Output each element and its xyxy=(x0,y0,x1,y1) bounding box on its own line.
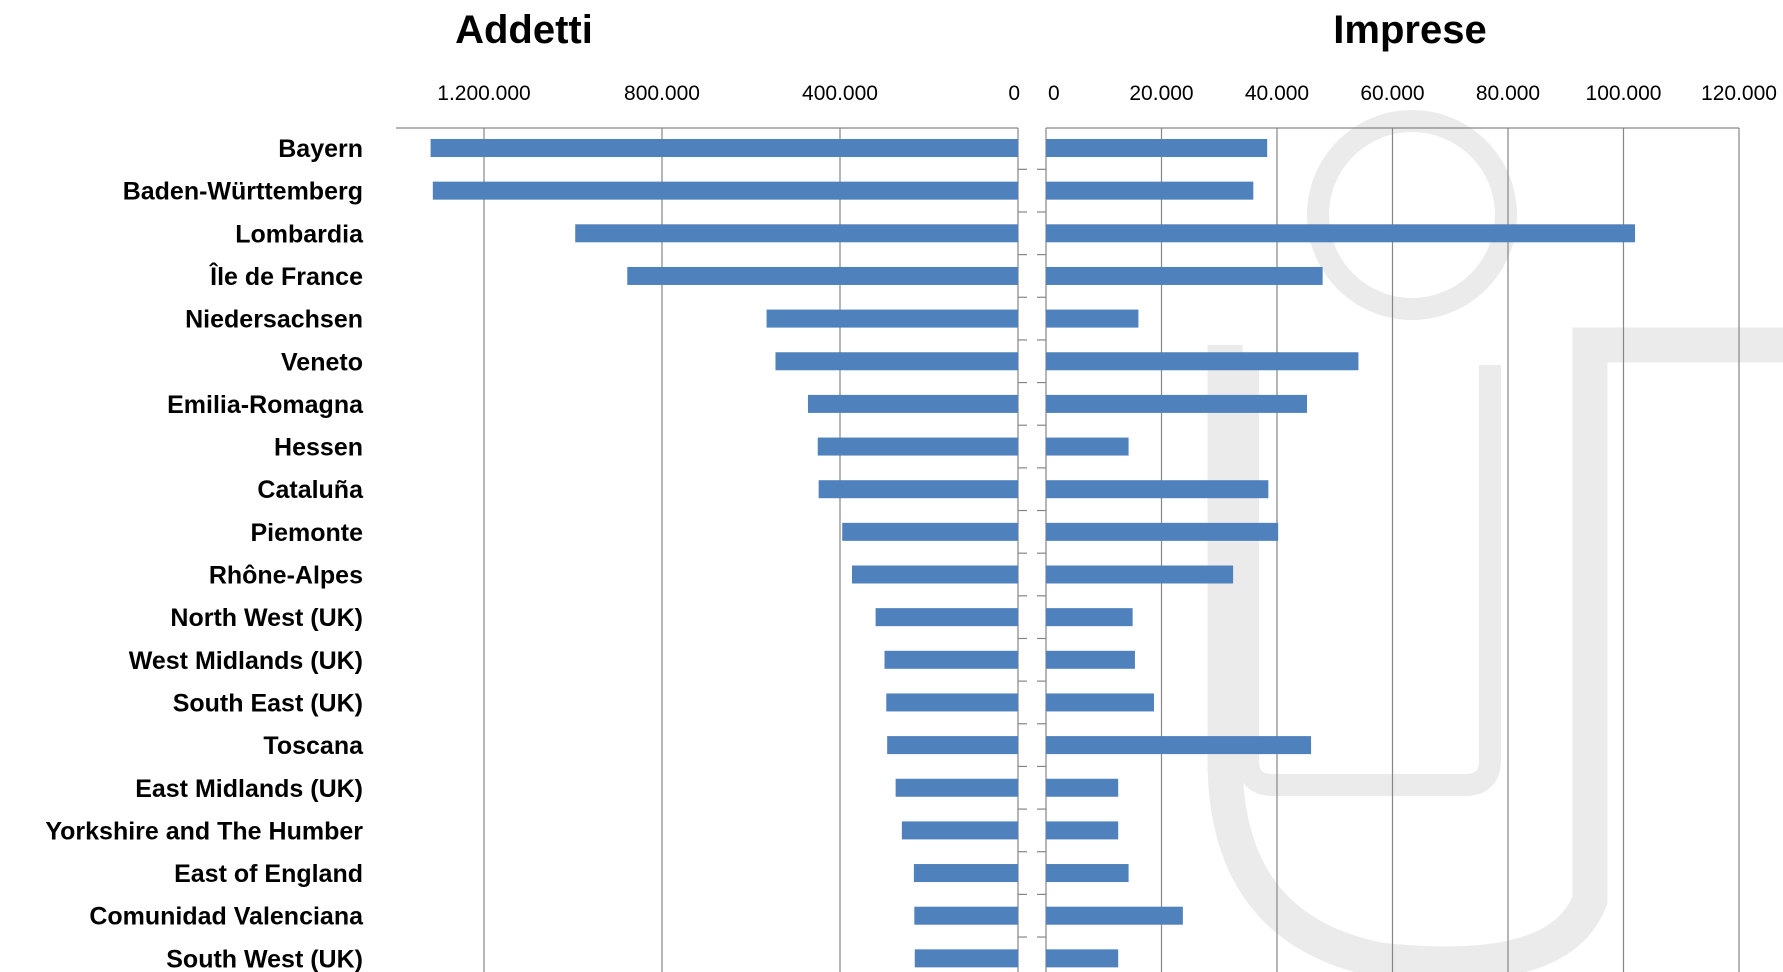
category-label-11: North West (UK) xyxy=(170,604,363,632)
bar-addetti-16 xyxy=(901,821,1018,840)
category-label-16: Yorkshire and The Humber xyxy=(45,817,363,845)
tick-label-addetti-0: 1.200.000 xyxy=(437,82,530,105)
bar-imprese-6 xyxy=(1046,394,1308,413)
bar-addetti-5 xyxy=(775,352,1018,371)
bar-addetti-10 xyxy=(852,565,1018,584)
bar-imprese-10 xyxy=(1046,565,1234,584)
tick-label-addetti-1: 800.000 xyxy=(624,82,700,105)
bar-imprese-14 xyxy=(1046,736,1312,755)
bar-addetti-7 xyxy=(817,437,1018,456)
category-label-10: Rhône-Alpes xyxy=(209,562,363,590)
labels: Addetti Imprese Bayern Baden-Württemberg L… xyxy=(45,8,1486,972)
bars xyxy=(430,139,1636,968)
watermark-outer-u xyxy=(1207,327,1783,972)
category-label-14: Toscana xyxy=(263,732,364,760)
bar-imprese-3 xyxy=(1046,266,1323,285)
bar-imprese-8 xyxy=(1046,480,1269,499)
tick-label-imprese-0: 0 xyxy=(1048,82,1060,105)
bar-addetti-14 xyxy=(887,736,1018,755)
axes xyxy=(396,127,1739,972)
tick-label-imprese-2: 40.000 xyxy=(1245,82,1309,105)
bar-addetti-6 xyxy=(807,394,1018,413)
category-label-6: Emilia-Romagna xyxy=(167,391,364,419)
category-label-18: Comunidad Valenciana xyxy=(89,903,364,931)
tick-label-imprese-3: 60.000 xyxy=(1360,82,1424,105)
bar-imprese-7 xyxy=(1046,437,1129,456)
bar-addetti-8 xyxy=(818,480,1018,499)
tick-label-addetti-2: 400.000 xyxy=(802,82,878,105)
bar-addetti-18 xyxy=(914,906,1018,925)
category-label-9: Piemonte xyxy=(250,519,363,547)
chart-title-imprese: Imprese xyxy=(1333,8,1486,52)
bar-imprese-16 xyxy=(1046,821,1119,840)
bar-addetti-12 xyxy=(884,650,1018,669)
category-label-1: Baden-Württemberg xyxy=(123,178,363,206)
bar-addetti-13 xyxy=(886,693,1018,712)
tick-label-imprese-4: 80.000 xyxy=(1476,82,1540,105)
bar-addetti-2 xyxy=(575,224,1018,243)
chart-title-addetti: Addetti xyxy=(455,8,593,52)
bar-imprese-9 xyxy=(1046,522,1279,541)
bar-addetti-3 xyxy=(627,266,1018,285)
bar-addetti-11 xyxy=(875,608,1018,627)
bar-addetti-17 xyxy=(913,864,1018,883)
category-label-4: Niedersachsen xyxy=(185,306,363,334)
category-label-15: East Midlands (UK) xyxy=(135,775,363,803)
tick-label-addetti-3: 0 xyxy=(1008,82,1020,105)
bar-imprese-11 xyxy=(1046,608,1133,627)
bar-imprese-18 xyxy=(1046,906,1183,925)
bar-imprese-0 xyxy=(1046,139,1268,157)
bar-addetti-19 xyxy=(914,949,1018,968)
bar-addetti-9 xyxy=(842,522,1018,541)
bar-imprese-2 xyxy=(1046,224,1636,243)
tick-label-imprese-6: 120.000 xyxy=(1701,82,1777,105)
bar-imprese-15 xyxy=(1046,778,1119,797)
bar-addetti-15 xyxy=(895,778,1018,797)
bar-imprese-17 xyxy=(1046,864,1129,883)
category-label-3: Île de France xyxy=(208,261,363,291)
category-label-7: Hessen xyxy=(274,434,363,462)
category-label-8: Cataluña xyxy=(257,476,364,504)
tick-label-imprese-1: 20.000 xyxy=(1129,82,1193,105)
university-logo-watermark-icon xyxy=(1207,110,1783,972)
bar-imprese-5 xyxy=(1046,352,1359,371)
bar-imprese-13 xyxy=(1046,693,1154,712)
category-label-17: East of England xyxy=(174,860,363,888)
category-label-13: South East (UK) xyxy=(173,689,363,717)
grid-lines: 1.200.000 800.000 400.000 0 0 20.000 40.000 60.… xyxy=(437,82,1777,972)
watermark-inner-u xyxy=(1237,365,1501,796)
bar-imprese-19 xyxy=(1046,949,1119,968)
bar-addetti-4 xyxy=(766,309,1018,328)
bar-imprese-12 xyxy=(1046,650,1135,669)
bar-imprese-4 xyxy=(1046,309,1139,328)
category-label-0: Bayern xyxy=(278,135,363,163)
bar-addetti-0 xyxy=(430,139,1019,157)
bar-imprese-1 xyxy=(1046,181,1254,200)
category-label-2: Lombardia xyxy=(235,220,364,248)
category-label-5: Veneto xyxy=(281,348,363,376)
watermark-circle xyxy=(1307,110,1517,320)
category-label-12: West Midlands (UK) xyxy=(129,647,363,675)
category-label-19: South West (UK) xyxy=(166,945,363,972)
bar-addetti-1 xyxy=(432,181,1018,200)
tick-label-imprese-5: 100.000 xyxy=(1586,82,1662,105)
